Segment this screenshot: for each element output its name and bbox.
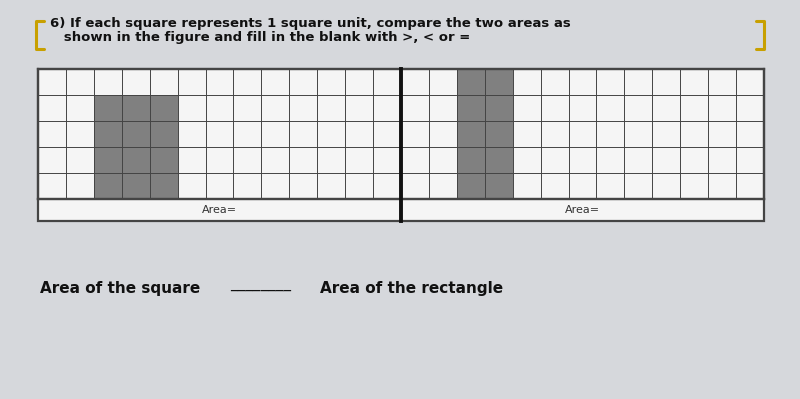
Bar	[457, 69, 513, 199]
Text: shown in the figure and fill in the blank with >, < or =: shown in the figure and fill in the blan…	[50, 31, 470, 44]
Text: 6) If each square represents 1 square unit, compare the two areas as: 6) If each square represents 1 square un…	[50, 17, 570, 30]
Text: Area=: Area=	[202, 205, 237, 215]
Text: Area of the square: Area of the square	[40, 281, 200, 296]
Text: Area of the rectangle: Area of the rectangle	[320, 281, 503, 296]
Text: Area=: Area=	[565, 205, 600, 215]
Bar	[38, 69, 764, 221]
Bar	[94, 95, 178, 199]
Bar	[38, 69, 764, 221]
Text: ________: ________	[230, 276, 291, 291]
